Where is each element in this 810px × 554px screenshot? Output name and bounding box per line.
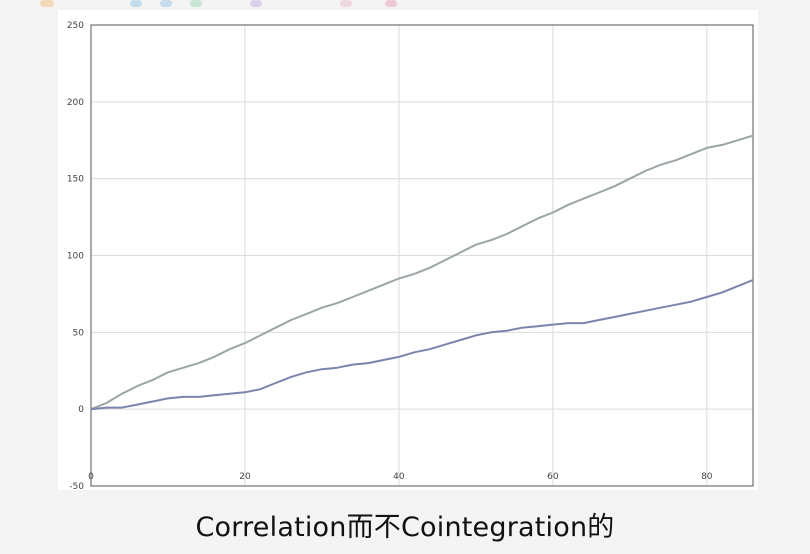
toolbar-icon (130, 0, 142, 7)
y-tick-label: 250 (67, 21, 84, 31)
chart-panel: -50 0 50 100 150 200 250 0 20 40 60 80 (58, 10, 758, 490)
slide-caption: Correlation而不Cointegration的 (195, 512, 615, 543)
toolbar-icon (340, 0, 352, 7)
y-tick-label: 150 (67, 175, 84, 185)
top-toolbar-strip (0, 0, 810, 10)
y-tick-label: 100 (67, 252, 84, 262)
x-tick-label: 60 (547, 472, 559, 482)
series-line-1 (90, 134, 754, 411)
line-chart: -50 0 50 100 150 200 250 0 20 40 60 80 (67, 21, 754, 490)
x-tick-label: 20 (239, 472, 251, 482)
plot-area-border (90, 24, 754, 487)
toolbar-icon (160, 0, 172, 7)
y-tick-label: 50 (73, 328, 85, 338)
x-tick-label: 40 (393, 472, 405, 482)
toolbar-icon (250, 0, 262, 7)
x-tick-label: 0 (88, 472, 94, 482)
toolbar-icon (190, 0, 202, 7)
toolbar-icon (385, 0, 397, 7)
y-tick-label: 200 (67, 98, 84, 108)
y-tick-label: 0 (78, 405, 84, 415)
x-tick-label: 80 (701, 472, 713, 482)
y-tick-label: -50 (69, 482, 84, 490)
series-line-2 (90, 279, 754, 411)
toolbar-icon (40, 0, 54, 7)
